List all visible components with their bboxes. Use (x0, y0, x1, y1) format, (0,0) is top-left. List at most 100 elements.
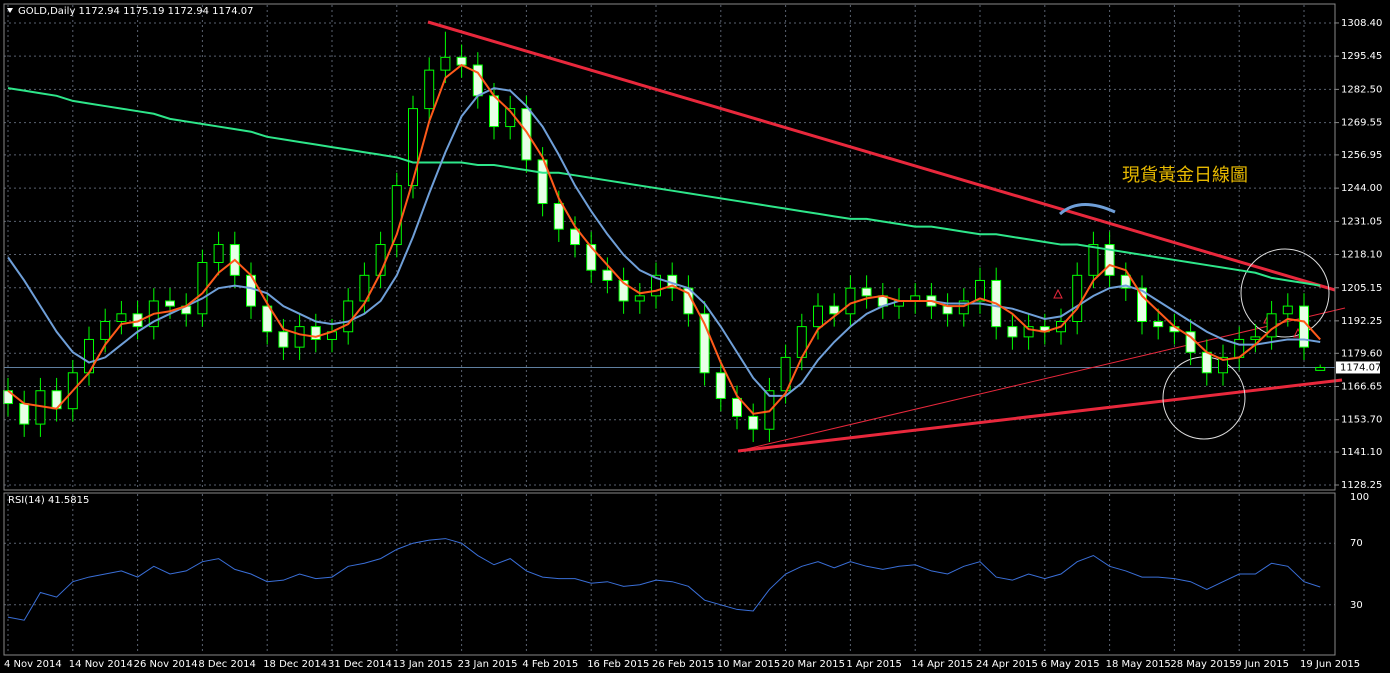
candle-body (1201, 351, 1212, 374)
candle-body (732, 397, 742, 417)
candle-body (391, 185, 402, 246)
trend-line (427, 20, 1336, 292)
y-tick-label: 1192.25 (1341, 316, 1382, 327)
rsi-pane-frame (3, 492, 1336, 656)
candle-body (1120, 274, 1131, 289)
candle-body (1104, 244, 1115, 276)
candle-body (165, 300, 175, 307)
candle-body (699, 313, 710, 374)
moving-average (7, 87, 1321, 397)
candle-body (440, 56, 451, 71)
rsi-tick-label: 100 (1350, 492, 1369, 503)
rsi-label: RSI(14) 41.5815 (8, 495, 89, 506)
candle-body (1315, 366, 1326, 371)
candle-body (602, 269, 613, 281)
candle-body (861, 287, 872, 297)
y-tick-label: 1205.15 (1341, 283, 1382, 294)
candle-body (553, 203, 564, 230)
x-tick-label: 4 Feb 2015 (522, 659, 578, 670)
rsi-tick-label: 30 (1350, 600, 1363, 611)
candle-body (813, 305, 823, 328)
y-tick-label: 1128.25 (1341, 480, 1382, 491)
candle-body (213, 244, 224, 264)
candle-body (1282, 305, 1293, 315)
candle-body (829, 305, 840, 315)
candle-body (343, 300, 354, 333)
y-tick-label: 1244.00 (1341, 183, 1382, 194)
y-tick-label: 1308.40 (1341, 18, 1382, 29)
candle-body (1299, 305, 1309, 348)
x-tick-label: 24 Apr 2015 (976, 659, 1038, 670)
candle-body (521, 108, 532, 161)
annotation-text: 現貨黃金日線圖 (1122, 165, 1248, 186)
x-tick-label: 20 Mar 2015 (782, 659, 845, 670)
candle-body (100, 320, 111, 340)
candle-body (294, 326, 305, 348)
x-tick-label: 9 Jun 2015 (1235, 659, 1289, 670)
candle-body (1137, 287, 1147, 322)
x-tick-label: 28 May 2015 (1170, 659, 1235, 670)
price-label: 1174.07 (1340, 362, 1381, 373)
trend-line (737, 378, 1343, 453)
x-tick-label: 26 Feb 2015 (652, 659, 714, 670)
x-tick-label: 14 Nov 2014 (69, 659, 133, 670)
x-tick-label: 31 Dec 2014 (328, 659, 392, 670)
candle-body (456, 56, 467, 66)
candle-body (359, 274, 370, 302)
y-tick-label: 1141.10 (1341, 447, 1382, 458)
annotations (427, 20, 1346, 453)
candle-body (1153, 320, 1164, 328)
x-tick-label: 13 Jan 2015 (393, 659, 453, 670)
candle-body (472, 64, 483, 97)
y-tick-label: 1231.05 (1341, 216, 1382, 227)
x-tick-label: 16 Feb 2015 (587, 659, 649, 670)
y-tick-label: 1153.70 (1341, 415, 1382, 426)
x-tick-label: 19 Jun 2015 (1300, 659, 1360, 670)
moving-average (7, 63, 1321, 415)
x-tick-label: 10 Mar 2015 (717, 659, 780, 670)
candle-body (262, 305, 273, 333)
rsi-line (7, 538, 1321, 621)
chart-title: GOLD,Daily 1172.94 1175.19 1172.94 1174.… (18, 6, 254, 17)
candle-body (570, 228, 580, 246)
x-tick-label: 18 May 2015 (1106, 659, 1171, 670)
candle-body (634, 295, 645, 302)
candle-body (845, 287, 856, 315)
candle-body (1218, 356, 1228, 374)
x-tick-label: 14 Apr 2015 (911, 659, 973, 670)
y-tick-label: 1218.10 (1341, 250, 1382, 261)
candle-body (1023, 326, 1034, 338)
price-pane-frame (3, 3, 1336, 491)
price-label-box (1336, 361, 1380, 374)
y-tick-label: 1179.60 (1341, 348, 1382, 359)
title-icon (7, 8, 13, 13)
x-tick-label: 26 Nov 2014 (134, 659, 198, 670)
candle-body (1250, 336, 1261, 340)
candle-body (278, 331, 289, 348)
y-tick-label: 1269.55 (1341, 118, 1382, 129)
candle-body (618, 279, 629, 302)
y-tick-label: 1166.65 (1341, 382, 1382, 393)
candle-body (958, 300, 969, 315)
x-tick-label: 18 Dec 2014 (263, 659, 327, 670)
candle-body (489, 95, 499, 128)
candle-body (780, 356, 791, 392)
candle-body (748, 415, 759, 430)
circle-marker (1240, 248, 1330, 338)
rsi-tick-label: 70 (1350, 538, 1363, 549)
x-tick-label: 6 May 2015 (1041, 659, 1100, 670)
candle-body (1088, 244, 1099, 276)
candle-body (1007, 326, 1018, 338)
grid (4, 5, 1335, 654)
candle-body (1072, 274, 1083, 322)
arrow-marker (1053, 288, 1063, 299)
arc-marker (1058, 203, 1116, 216)
x-tick-label: 4 Nov 2014 (4, 659, 62, 670)
y-tick-label: 1256.95 (1341, 150, 1382, 161)
candle-body (975, 279, 985, 302)
x-tick-label: 8 Dec 2014 (198, 659, 256, 670)
candle-body (651, 274, 661, 297)
candle-body (715, 372, 726, 399)
candle-body (408, 108, 418, 187)
